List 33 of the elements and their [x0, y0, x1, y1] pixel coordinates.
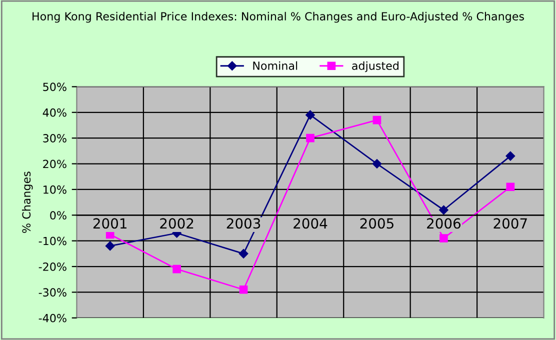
legend-label: Nominal: [253, 61, 298, 70]
point: [506, 182, 515, 192]
x-tick-label: 2005: [360, 218, 394, 229]
point: [372, 116, 382, 124]
x-tick-label: 2003: [226, 218, 260, 229]
point: [238, 249, 248, 258]
y-tick-label: 50%: [43, 82, 66, 92]
point: [239, 285, 248, 294]
y-tick-label: -40%: [38, 314, 66, 322]
point: [439, 205, 448, 215]
y-tick-label: 30%: [43, 134, 66, 142]
y-tick-label: 40%: [42, 108, 66, 117]
x-tick-label: 2007: [494, 218, 527, 229]
point: [306, 134, 314, 142]
x-tick-label: 2006: [427, 218, 460, 229]
point: [105, 241, 115, 251]
x-tick-label: 2002: [160, 218, 194, 229]
point: [372, 159, 382, 168]
point: [506, 151, 516, 161]
point: [306, 110, 315, 120]
x-tick-label: 2004: [294, 218, 328, 229]
y-tick-label: 20%: [43, 160, 66, 168]
y-tick-label: -30%: [38, 288, 66, 297]
y-tick-label: -20%: [38, 262, 66, 271]
y-axis-title: % Changes: [22, 172, 33, 233]
legend-label: adjusted: [352, 61, 398, 72]
y-tick-label: -10%: [38, 236, 66, 246]
y-tick-label: 0%: [50, 211, 66, 220]
x-tick-label: 2001: [93, 218, 126, 229]
chart-title: Hong Kong Residential Price Indexes: Nominal % Changes and Euro-Adjusted % Changes: [32, 12, 524, 23]
y-tick-label: 10%: [44, 185, 66, 194]
point: [172, 264, 181, 274]
point: [440, 234, 448, 242]
